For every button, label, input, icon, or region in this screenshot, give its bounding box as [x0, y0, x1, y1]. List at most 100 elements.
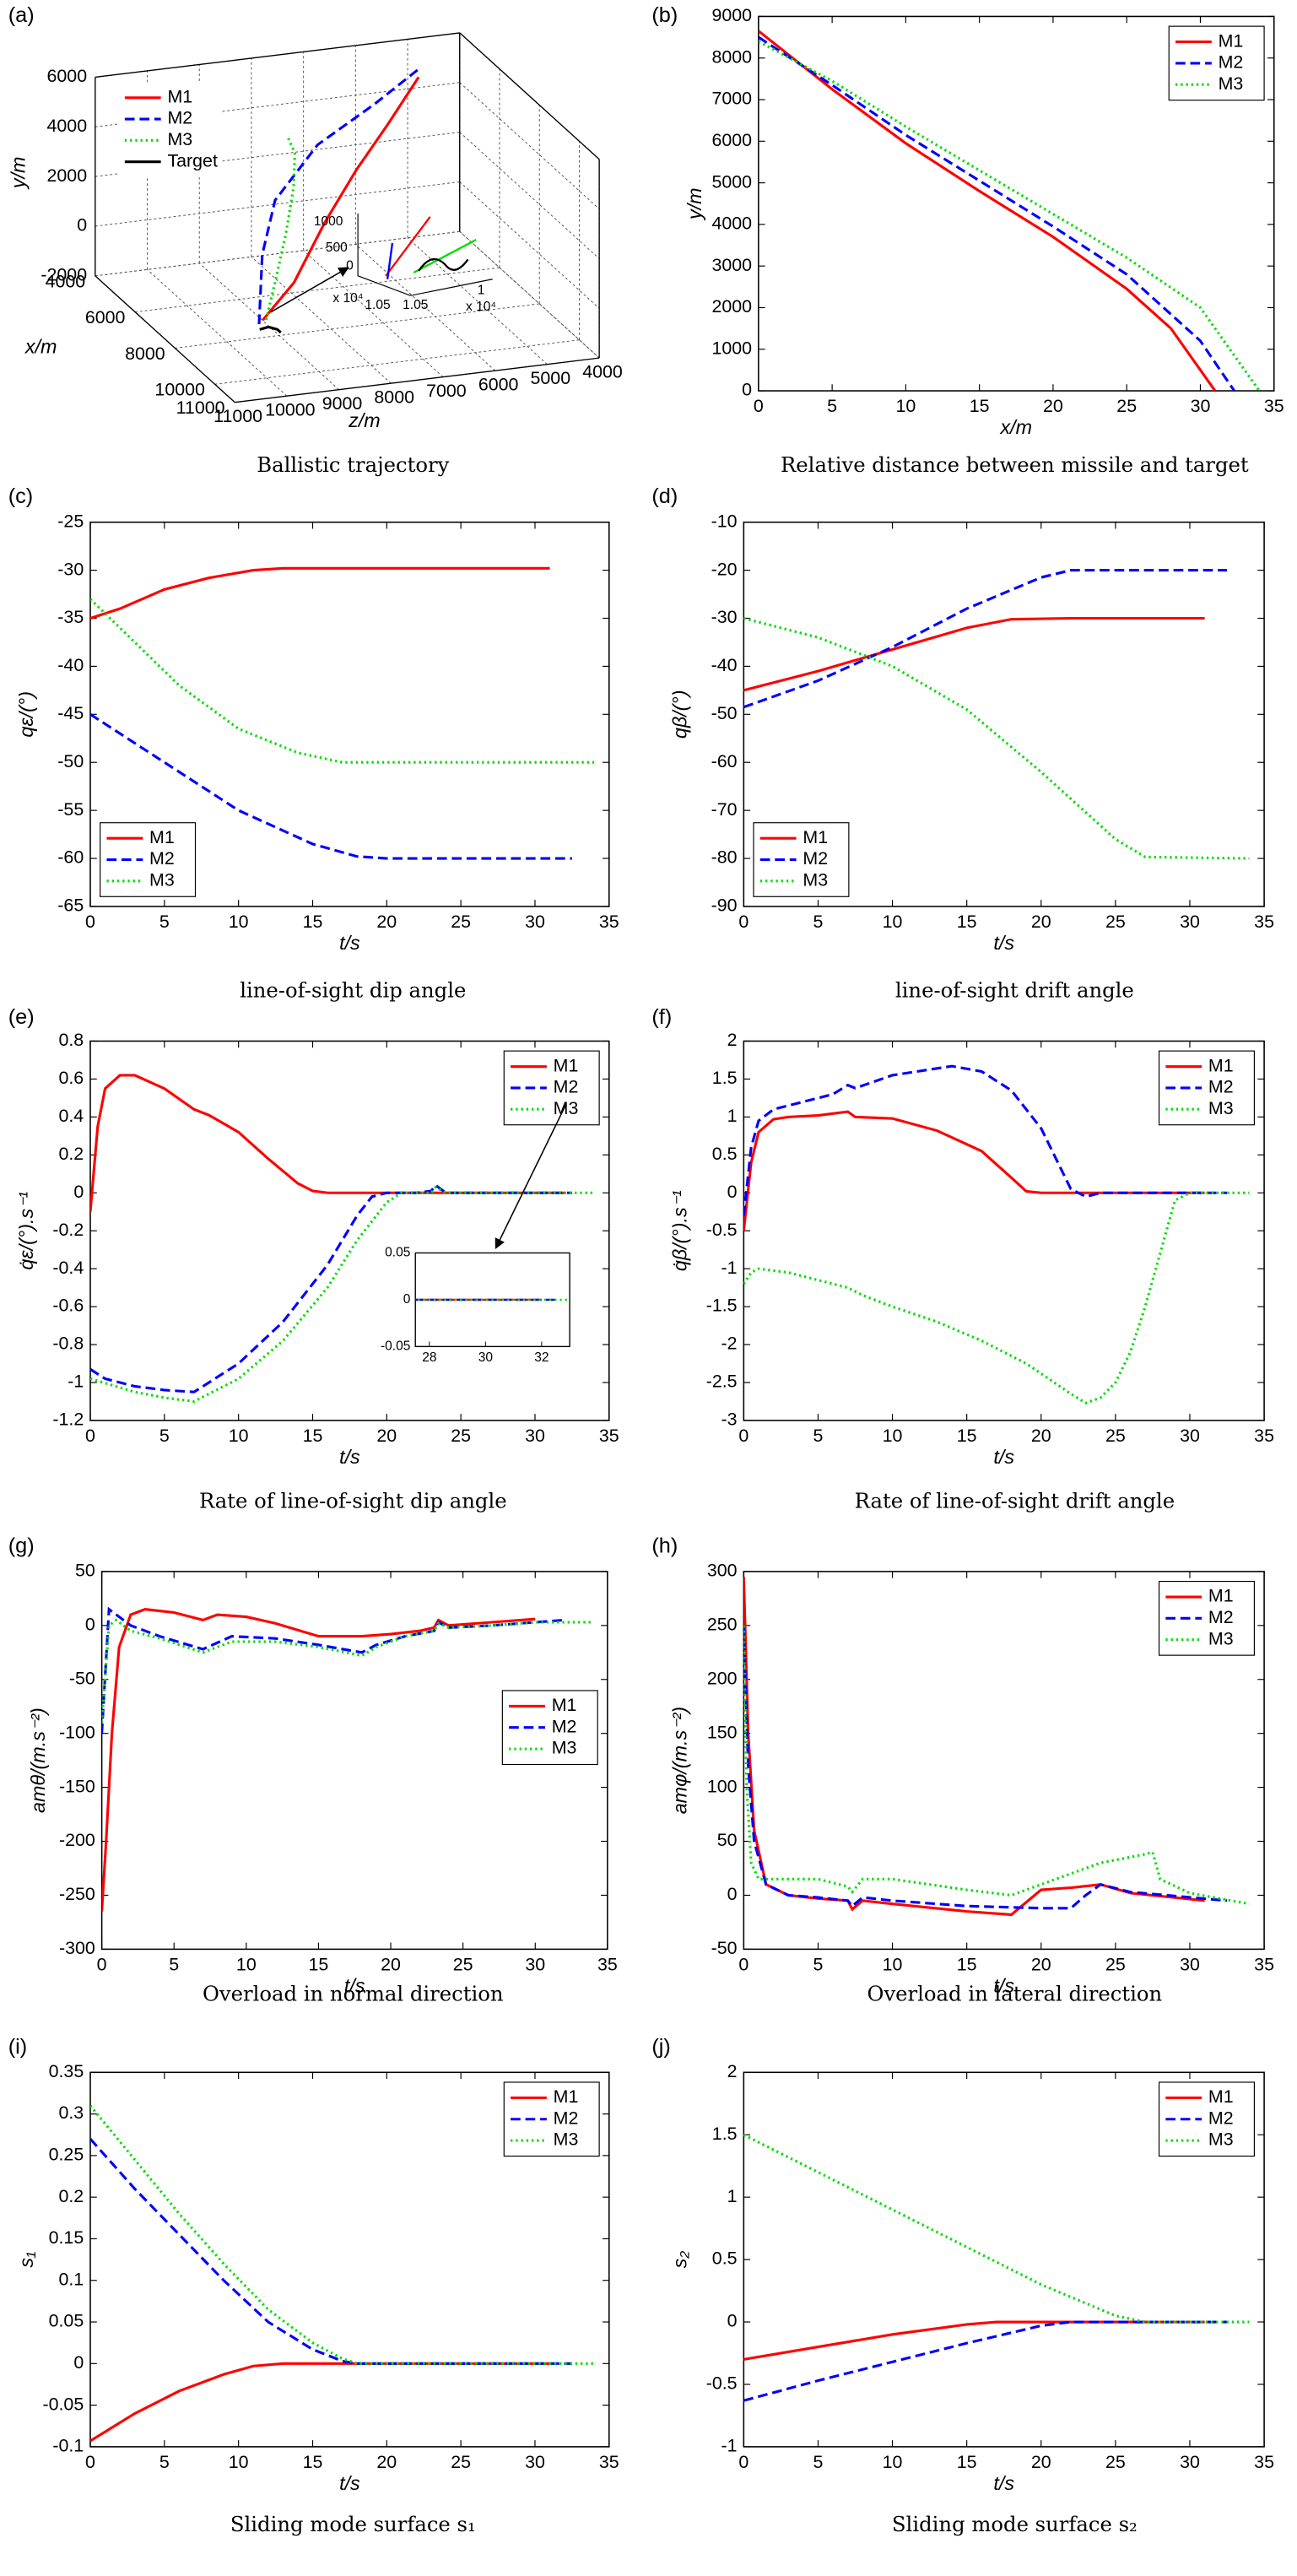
y-tick-label: 0.4: [58, 1106, 84, 1126]
legend-label: M3: [1208, 1628, 1234, 1648]
axis-edge: [95, 32, 460, 78]
y-axis-label: s₁: [15, 2252, 37, 2268]
series-line: [90, 2138, 572, 2365]
x-tick-label: 15: [957, 2452, 977, 2472]
inset-label: x 10⁴: [332, 291, 363, 306]
x-tick-label: 0: [85, 2452, 95, 2472]
y-tick-label: -0.5: [706, 2373, 738, 2394]
legend-label: M3: [1219, 73, 1244, 94]
x-tick-label: 15: [957, 912, 977, 932]
x-tick-label: 25: [1105, 1954, 1126, 1974]
x-tick-label: 15: [309, 1954, 329, 1974]
y-tick-label: -250: [59, 1884, 95, 1904]
y-tick-label: -10: [711, 511, 738, 531]
y-tick-label: -1: [721, 2436, 738, 2456]
series-line: [743, 1110, 1205, 1231]
series-line: [90, 1074, 565, 1212]
series-line: [743, 1625, 1250, 1906]
caption: Relative distance between missile and ta…: [781, 452, 1249, 477]
series-line: [90, 1185, 595, 1404]
y-tick-label: -2: [721, 1334, 738, 1354]
z-tick-label: 9000: [322, 393, 363, 414]
caption: Overload in normal direction: [203, 1981, 504, 2005]
x-tick-label: 5: [169, 1954, 179, 1974]
x-tick-label: 35: [597, 1954, 618, 1974]
y-axis-label: y/m: [684, 187, 705, 221]
x-tick-label: 20: [1031, 2452, 1051, 2472]
y-tick-label: 200: [707, 1668, 738, 1688]
legend-label: M3: [803, 869, 828, 890]
x-tick-label: 35: [1254, 912, 1274, 932]
series-line: [743, 616, 1205, 692]
x-tick-label: 11000: [176, 398, 225, 418]
x-tick-label: 30: [525, 1426, 545, 1446]
y-tick-label: -100: [59, 1722, 95, 1742]
x-axis-label: t/s: [339, 1446, 360, 1468]
axis-edge: [95, 275, 235, 403]
legend-label: M2: [1208, 1607, 1234, 1627]
x-tick-label: 25: [1105, 2452, 1126, 2472]
x-axis-label: t/s: [993, 932, 1014, 954]
x-axis-label: x/m: [24, 336, 57, 358]
x-tick-label: 25: [451, 2452, 471, 2472]
y-tick-label: -70: [711, 799, 738, 820]
x-tick-label: 15: [303, 1426, 323, 1446]
x-tick-label: 25: [451, 1426, 471, 1446]
series-line: [90, 1183, 572, 1394]
x-tick-label: 30: [525, 1954, 545, 1974]
x-tick-label: 30: [1191, 396, 1211, 416]
series-line: [259, 325, 282, 334]
x-tick-label: 20: [381, 1954, 401, 1974]
y-tick-label: -40: [711, 655, 738, 675]
inset-y-tick-label: -0.05: [381, 1339, 410, 1353]
y-tick-label: 150: [707, 1722, 738, 1742]
series-line: [90, 713, 572, 860]
z-tick-label: 7000: [426, 381, 467, 401]
y-tick-label: -35: [57, 607, 84, 627]
legend-label: M2: [554, 1077, 579, 1097]
panel-label: (e): [8, 1005, 35, 1029]
x-tick-label: 20: [1031, 1954, 1051, 1974]
y-tick-label: -300: [59, 1938, 95, 1958]
x-tick-label: 20: [376, 2452, 397, 2472]
y-tick-label: -25: [57, 511, 84, 531]
grid-line: [355, 243, 496, 371]
y-tick-label: 1: [727, 2186, 738, 2206]
inset-label: x 10⁴: [466, 300, 496, 314]
inset-y-tick-label: 0: [403, 1292, 411, 1307]
inset-x-tick-label: 32: [534, 1350, 549, 1365]
y-tick-label: -150: [59, 1776, 95, 1796]
grid-line: [407, 237, 548, 365]
y-tick-label: 2: [727, 2061, 738, 2081]
x-tick-label: 10: [883, 2452, 903, 2472]
x-axis-label: t/s: [339, 932, 360, 954]
caption: line-of-sight drift angle: [895, 978, 1134, 1003]
grid-line: [459, 230, 600, 359]
legend-label: M3: [1208, 1098, 1234, 1118]
grid-line: [459, 82, 600, 209]
axis-edge: [235, 357, 600, 403]
inset-label: 0: [346, 258, 354, 273]
x-axis-label: t/s: [993, 2472, 1014, 2494]
x-tick-label: 25: [1105, 1426, 1126, 1446]
inset-label: 1.05: [403, 298, 428, 312]
y-tick-label: 0: [85, 1614, 95, 1634]
x-tick-label: 5: [813, 912, 823, 932]
x-tick-label: 20: [1031, 1426, 1051, 1446]
x-tick-label: 25: [1116, 396, 1137, 416]
x-tick-label: 0: [738, 1426, 748, 1446]
y-tick-label: 0.05: [49, 2311, 84, 2331]
x-tick-label: 10: [883, 1426, 903, 1446]
legend-label: M3: [1208, 2130, 1234, 2150]
legend-label: M1: [554, 2086, 579, 2107]
z-tick-label: 6000: [478, 374, 519, 394]
legend-label: M1: [1208, 1055, 1234, 1075]
x-tick-label: 30: [525, 912, 545, 932]
x-tick-label: 20: [1031, 912, 1051, 932]
series-line: [90, 566, 550, 620]
y-tick-label: 0: [73, 1182, 84, 1202]
grid-line: [459, 132, 600, 259]
z-tick-label: 11000: [213, 406, 262, 426]
x-tick-label: 30: [1180, 1954, 1200, 1974]
y-tick-label: 1000: [711, 338, 752, 358]
